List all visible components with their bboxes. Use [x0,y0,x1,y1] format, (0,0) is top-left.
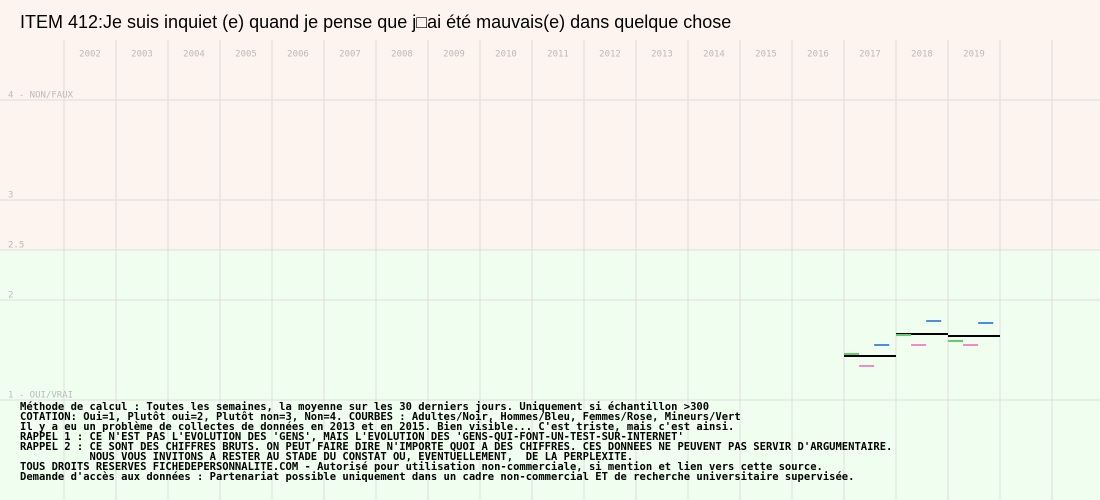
x-tick-label: 2011 [547,50,569,60]
x-tick-label: 2009 [443,50,465,60]
x-tick-label: 2006 [287,50,309,60]
note-line: RAPPEL 1 : CE N'EST PAS L'EVOLUTION DES … [20,431,684,443]
note-line: Méthode de calcul : Toutes les semaines,… [20,401,709,413]
y-tick-label: 2.5 [8,241,24,251]
lower-zone [0,250,1100,500]
note-line: COTATION: Oui=1, Plutôt oui=2, Plutôt no… [20,411,741,423]
x-tick-label: 2016 [807,50,829,60]
x-tick-label: 2003 [131,50,153,60]
chart-title: ITEM 412:Je suis inquiet (e) quand je pe… [20,12,731,32]
upper-zone [0,0,1100,250]
x-tick-label: 2007 [339,50,361,60]
x-tick-label: 2004 [183,50,205,60]
y-tick-label: 2 [8,291,13,301]
note-line: NOUS VOUS INVITONS A RESTER AU STADE DU … [20,451,633,463]
note-line: Demande d'accès aux données : Partenaria… [20,471,854,483]
note-line: RAPPEL 2 : CE SONT DES CHIFFRES BRUTS. O… [20,441,892,453]
x-tick-label: 2017 [859,50,881,60]
x-tick-label: 2012 [599,50,621,60]
x-tick-label: 2013 [651,50,673,60]
note-line: TOUS DROITS RESERVES FICHEDEPERSONNALITE… [20,461,823,473]
note-line: Il y a eu un problème de collectes de do… [20,421,734,433]
x-tick-label: 2015 [755,50,777,60]
x-tick-label: 2019 [963,50,985,60]
x-tick-label: 2002 [79,50,101,60]
y-tick-label: 4 - NON/FAUX [8,91,74,101]
x-tick-label: 2010 [495,50,517,60]
y-tick-label: 1 - OUI/VRAI [8,391,73,401]
y-tick-label: 3 [8,191,13,201]
x-tick-label: 2014 [703,50,725,60]
x-tick-label: 2008 [391,50,413,60]
x-tick-label: 2005 [235,50,257,60]
x-tick-label: 2018 [911,50,933,60]
